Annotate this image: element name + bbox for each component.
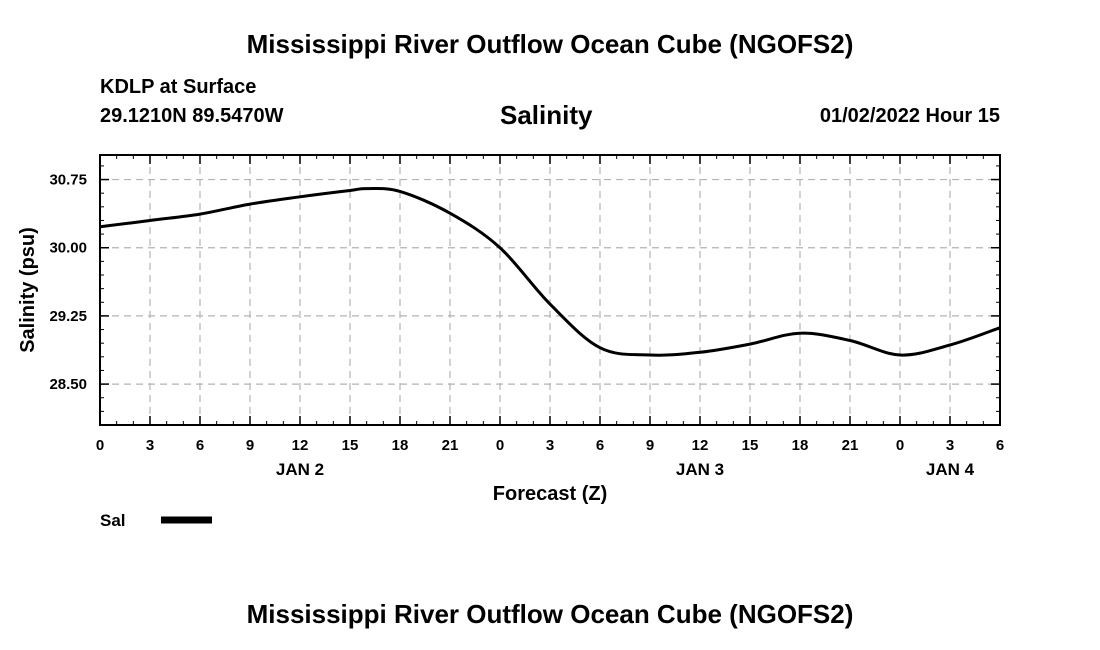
date-label: JAN 2 <box>276 460 324 479</box>
x-tick-label: 9 <box>246 437 254 454</box>
x-axis-label: Forecast (Z) <box>493 483 607 505</box>
chart-title-top: Mississippi River Outflow Ocean Cube (NG… <box>246 29 854 59</box>
grid-lines <box>100 155 1000 425</box>
y-tick-label: 30.00 <box>49 240 87 257</box>
datetime-label: 01/02/2022 Hour 15 <box>819 105 1000 127</box>
x-tick-label: 0 <box>96 437 104 454</box>
legend: Sal <box>100 511 212 530</box>
station-label: KDLP at Surface <box>100 76 257 98</box>
legend-label: Sal <box>100 511 126 530</box>
x-tick-label: 0 <box>896 437 904 454</box>
x-tick-label: 0 <box>496 437 504 454</box>
date-label: JAN 4 <box>926 460 975 479</box>
x-tick-label: 6 <box>996 437 1004 454</box>
x-tick-label: 6 <box>196 437 204 454</box>
series-layer <box>99 186 1001 357</box>
y-axis-label: Salinity (psu) <box>17 227 39 353</box>
date-label: JAN 3 <box>676 460 724 479</box>
x-tick-label: 12 <box>692 437 709 454</box>
series-line-sal <box>99 186 1001 357</box>
tick-labels: 0 3 6 9 12 15 18 21 0 3 6 9 12 15 18 21 0 3 6 28.50 29.25 30.… <box>49 172 1004 479</box>
coordinates-label: 29.1210N 89.5470W <box>100 105 284 127</box>
tick-marks <box>99 155 1001 425</box>
y-tick-label: 29.25 <box>49 308 87 325</box>
x-tick-label: 9 <box>646 437 654 454</box>
y-tick-label: 30.75 <box>49 172 87 189</box>
x-tick-label: 3 <box>946 437 954 454</box>
x-tick-label: 15 <box>742 437 759 454</box>
x-tick-label: 18 <box>792 437 809 454</box>
x-tick-label: 18 <box>392 437 409 454</box>
x-tick-label: 21 <box>442 437 459 454</box>
x-tick-label: 12 <box>292 437 309 454</box>
x-tick-label: 6 <box>596 437 604 454</box>
plot-title: Salinity <box>500 100 593 130</box>
x-tick-label: 21 <box>842 437 859 454</box>
chart-title-bottom: Mississippi River Outflow Ocean Cube (NG… <box>246 599 854 629</box>
y-tick-label: 28.50 <box>49 376 87 393</box>
x-tick-label: 15 <box>342 437 359 454</box>
x-tick-label: 3 <box>146 437 154 454</box>
x-tick-label: 3 <box>546 437 554 454</box>
